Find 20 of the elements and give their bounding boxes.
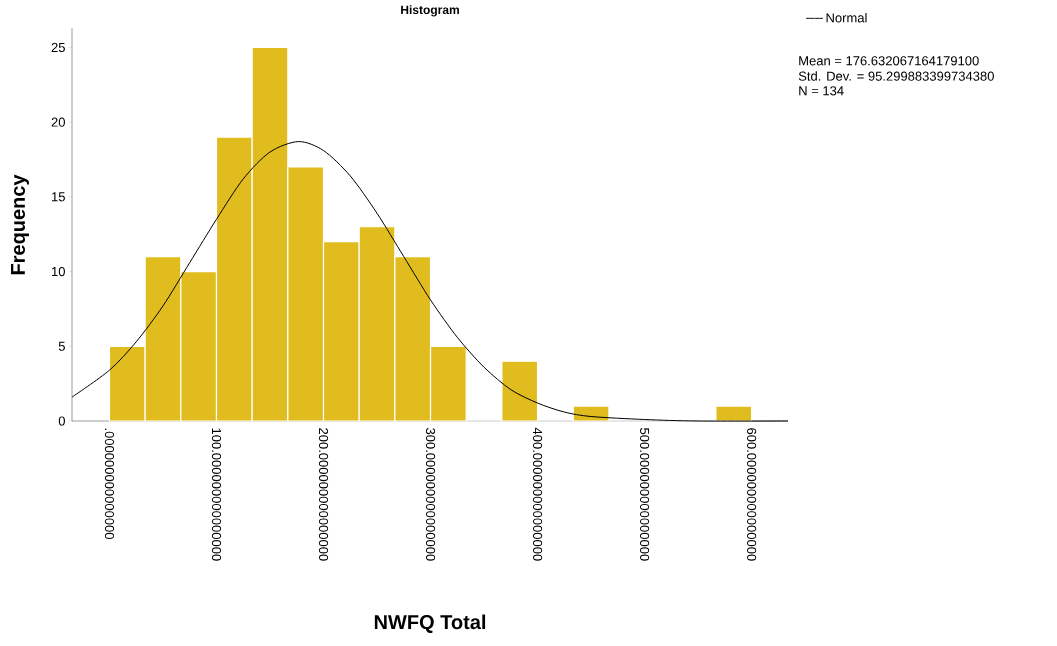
y-tick-label: 25 (51, 42, 65, 53)
x-tick-label: 600.000000000000000 (747, 428, 757, 561)
x-tick-label: 100.000000000000000 (211, 428, 222, 561)
legend-label: Normal (826, 12, 867, 23)
y-tick-label: 20 (51, 117, 65, 127)
y-axis-title: Frequency (11, 174, 29, 275)
text: Mean = 176.632067164179100 (799, 56, 979, 66)
text: Std. Dev. = 95.299883399734380 (798, 71, 994, 81)
x-tick-label: 300.000000000000000 (425, 428, 436, 561)
x-axis-title: NWFQ Total (374, 614, 486, 633)
x-tick-label: .000000000000000 (104, 428, 115, 540)
y-tick-label: 15 (52, 192, 65, 202)
x-tick-label: 500.000000000000000 (639, 428, 650, 561)
y-tick-label: 5 (58, 341, 65, 351)
y-tick-label: 0 (58, 416, 65, 426)
chart-title: Histogram (401, 5, 459, 17)
x-tick-label: 200.000000000000000 (318, 428, 329, 561)
text: N = 134 (799, 86, 844, 96)
x-tick-label: 400.000000000000000 (532, 427, 543, 561)
y-tick-label: 10 (52, 266, 65, 277)
